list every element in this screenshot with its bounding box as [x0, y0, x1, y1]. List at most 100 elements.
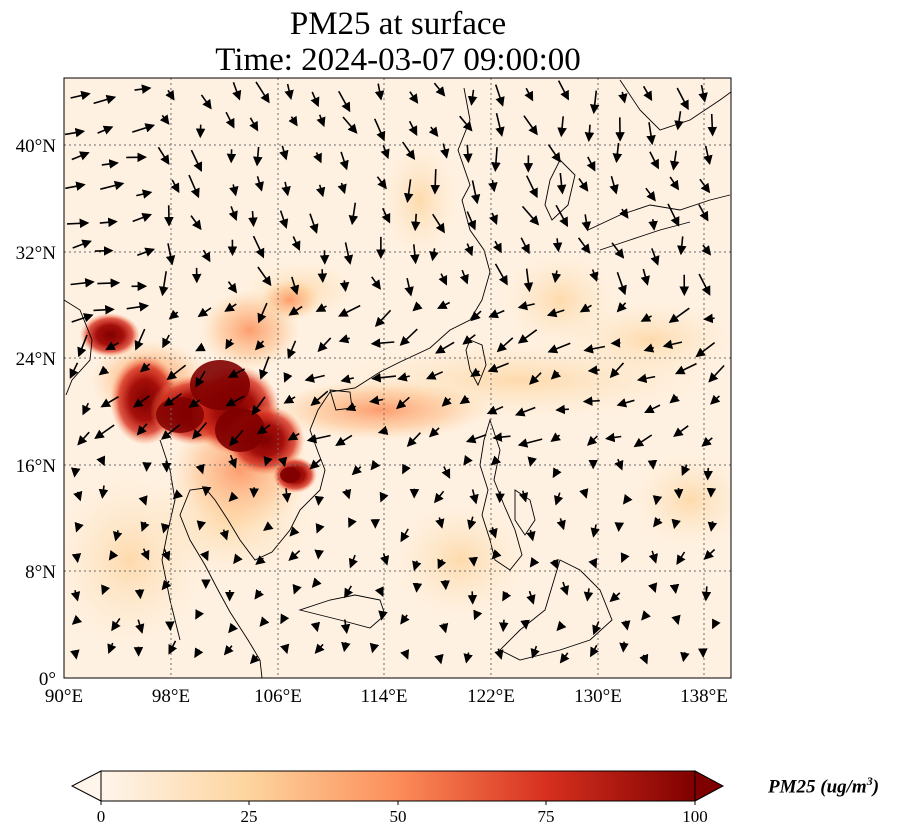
wind-arrow: [227, 454, 237, 469]
wind-arrow: [488, 179, 498, 193]
wind-arrow: [524, 87, 534, 102]
wind-arrow: [289, 276, 300, 296]
wind-arrow: [586, 156, 596, 172]
wind-arrow: [317, 269, 328, 283]
wind-arrow: [251, 396, 266, 416]
wind-arrow: [263, 521, 274, 531]
wind-arrow: [98, 485, 109, 499]
wind-arrow: [371, 276, 381, 290]
wind-arrow: [97, 125, 114, 135]
wind-arrow: [228, 622, 238, 634]
wind-arrow: [620, 552, 630, 563]
wind-arrow: [248, 211, 258, 228]
wind-arrow: [618, 91, 628, 104]
latitude-tick-labels: 0° 8°N 16°N 24°N 32°N 40°N: [16, 136, 57, 690]
wind-arrow: [201, 486, 212, 497]
wind-arrow: [616, 271, 627, 296]
wind-arrow: [612, 142, 623, 164]
wind-arrow: [93, 304, 115, 315]
wind-vectors: [64, 80, 725, 665]
wind-arrow: [644, 404, 661, 414]
wind-arrow: [157, 146, 170, 165]
wind-arrow: [587, 365, 600, 375]
wind-arrow: [71, 552, 82, 564]
wind-arrow: [555, 404, 569, 415]
wind-arrow: [283, 372, 293, 383]
wind-arrow: [373, 118, 386, 142]
colorbar-tick-label: 100: [682, 807, 708, 826]
colorbar-tick-label: 25: [241, 807, 258, 826]
wind-arrow: [701, 437, 713, 447]
wind-arrow: [74, 521, 84, 533]
wind-arrow: [701, 244, 712, 256]
wind-arrow: [583, 344, 606, 354]
map-frame: [63, 77, 732, 679]
wind-arrow: [609, 362, 625, 379]
wind-arrow: [676, 551, 686, 565]
wind-arrow: [223, 644, 234, 656]
wind-arrow: [314, 495, 325, 506]
wind-arrow: [642, 85, 653, 102]
wind-arrow: [170, 179, 180, 194]
lat-tick-label: 0°: [39, 669, 56, 690]
wind-arrow: [255, 81, 270, 104]
wind-arrow: [342, 488, 352, 500]
wind-arrow: [254, 589, 264, 600]
lat-tick-label: 40°N: [16, 136, 57, 157]
wind-arrow: [646, 122, 656, 146]
wind-arrow: [553, 492, 564, 506]
wind-arrow: [71, 614, 83, 625]
wind-arrow: [609, 592, 621, 603]
wind-arrow: [403, 179, 414, 203]
wind-arrow: [311, 577, 322, 588]
wind-arrow: [669, 150, 680, 171]
wind-arrow: [433, 82, 446, 97]
wind-arrow: [400, 614, 410, 625]
wind-arrow: [161, 460, 172, 473]
wind-arrow: [227, 281, 238, 294]
wind-arrow: [551, 270, 562, 284]
wind-arrow: [317, 337, 332, 353]
wind-arrow: [77, 431, 90, 446]
wind-arrow: [233, 553, 243, 565]
wind-arrow: [196, 520, 207, 531]
wind-arrow: [163, 392, 182, 407]
wind-arrow: [469, 489, 479, 505]
wind-arrow: [369, 395, 384, 405]
wind-arrow: [200, 94, 212, 110]
wind-arrow: [494, 263, 508, 286]
wind-arrow: [341, 641, 351, 653]
wind-arrow: [400, 649, 410, 660]
wind-arrow: [225, 338, 235, 350]
wind-arrow: [315, 184, 326, 198]
wind-arrow: [703, 548, 716, 560]
wind-arrow: [486, 405, 504, 415]
wind-arrow: [590, 524, 600, 538]
wind-arrow: [621, 620, 631, 631]
wind-arrow: [491, 549, 502, 560]
wind-arrow: [428, 427, 440, 438]
wind-arrow: [619, 641, 629, 653]
wind-arrow: [310, 91, 320, 108]
wind-arrow: [523, 115, 538, 136]
wind-arrow: [345, 402, 357, 412]
wind-arrow: [195, 463, 205, 475]
wind-arrow: [277, 456, 288, 468]
colorbar-label-end: ): [872, 776, 880, 798]
colorbar-tick-label: 0: [97, 807, 106, 826]
wind-arrow: [589, 269, 599, 282]
wind-arrow: [314, 549, 324, 560]
wind-arrow: [487, 362, 509, 373]
wind-arrow: [284, 83, 294, 100]
lat-tick-label: 8°N: [25, 562, 56, 583]
wind-arrow: [96, 455, 106, 467]
lon-tick-label: 98°E: [152, 686, 190, 707]
wind-arrow: [412, 560, 422, 572]
wind-arrow: [467, 591, 478, 605]
wind-arrow: [288, 115, 298, 127]
wind-arrow: [66, 218, 90, 229]
colorbar-tick-label: 75: [538, 807, 555, 826]
wind-arrow: [492, 432, 511, 442]
wind-arrow: [161, 522, 171, 534]
wind-arrow: [161, 579, 172, 591]
